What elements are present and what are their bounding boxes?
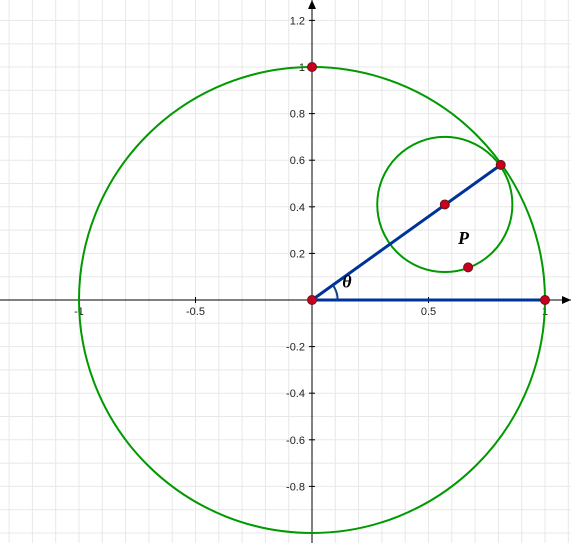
point: [496, 160, 505, 169]
plot-background: [0, 0, 571, 543]
y-tick-label: 0.6: [290, 155, 305, 167]
y-tick-label: 0.4: [290, 202, 305, 214]
point: [308, 63, 317, 72]
coordinate-plot: -1-0.50.51-0.8-0.6-0.4-0.20.20.40.60.811…: [0, 0, 571, 543]
point: [541, 296, 550, 305]
x-tick-label: -0.5: [186, 306, 205, 318]
point: [464, 263, 473, 272]
y-tick-label: -0.8: [286, 481, 305, 493]
y-tick-label: -0.6: [286, 435, 305, 447]
y-tick-label: -0.2: [286, 342, 305, 354]
y-tick-label: 0.2: [290, 248, 305, 260]
y-tick-label: 0.8: [290, 109, 305, 121]
y-tick-label: -0.4: [286, 388, 305, 400]
point-label: P: [457, 228, 470, 248]
point: [308, 296, 317, 305]
y-tick-label: 1.2: [290, 15, 305, 27]
x-tick-label: 0.5: [421, 306, 436, 318]
point: [440, 200, 449, 209]
angle-label: θ: [342, 271, 352, 291]
